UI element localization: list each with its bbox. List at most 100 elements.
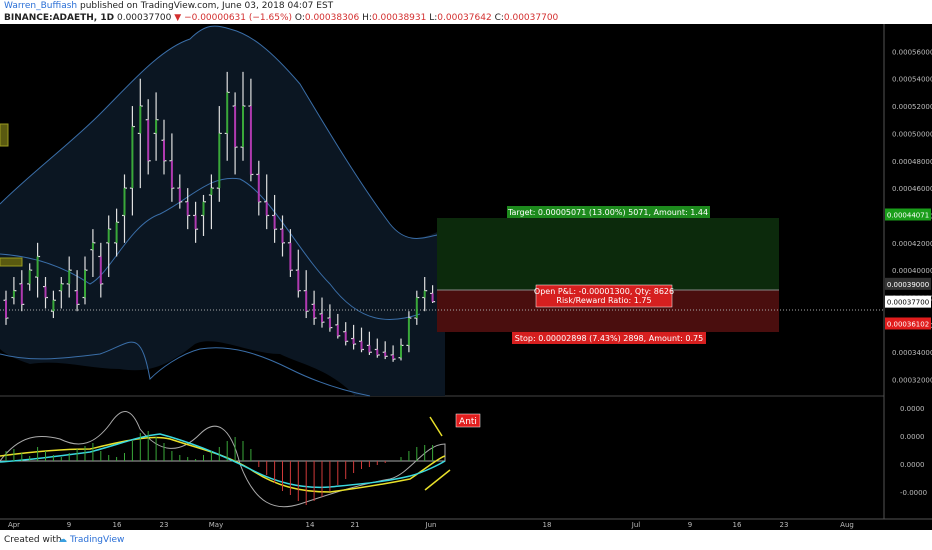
candle xyxy=(232,92,238,175)
pnl-label: Open P&L: -0.00001300, Qty: 8626 xyxy=(534,287,674,296)
candle xyxy=(82,256,88,305)
price-tick-label: 0.00042000 xyxy=(892,240,932,248)
time-tick-label: 9 xyxy=(67,521,71,529)
candle xyxy=(208,174,214,230)
time-tick-label: May xyxy=(209,521,223,529)
time-tick-label: Apr xyxy=(8,521,20,529)
high-value: 0.00038931 xyxy=(371,13,427,23)
publish-header: Warren_Buffiash published on TradingView… xyxy=(0,0,932,24)
time-tick-label: 23 xyxy=(160,521,169,529)
low-label: L: xyxy=(429,13,438,23)
oscillator-tick-label: 0.0000 xyxy=(900,405,925,413)
candle xyxy=(430,285,436,303)
price-tag-label: 0.00037700 xyxy=(887,299,929,307)
target-label-box: Target: 0.00005071 (13.00%) 5071, Amount… xyxy=(507,206,710,218)
bollinger-upper-line xyxy=(0,25,446,239)
tradingview-cloud-icon: ☁ xyxy=(58,535,67,545)
candle xyxy=(185,188,191,230)
close-label: C: xyxy=(494,13,504,23)
high-label: H: xyxy=(362,13,372,23)
candle xyxy=(74,270,80,312)
stop-label-box: Stop: 0.00002898 (7.43%) 2898, Amount: 0… xyxy=(512,332,706,344)
candle xyxy=(335,313,341,339)
oscillator-tick-label: -0.0000 xyxy=(900,489,927,497)
candle xyxy=(114,208,120,257)
created-with-text: Created with xyxy=(4,535,62,545)
pnl-label-box: Open P&L: -0.00001300, Qty: 8626 Risk/Re… xyxy=(534,284,674,308)
candle xyxy=(122,174,127,243)
candle xyxy=(19,270,25,312)
bollinger-middle-line xyxy=(0,177,421,320)
candle xyxy=(398,338,404,361)
candle xyxy=(201,194,206,236)
candle xyxy=(287,229,293,278)
close-value: 0.00037700 xyxy=(503,13,559,23)
price-tick-label: 0.00056000 xyxy=(892,48,932,56)
anti-annotation: Anti xyxy=(459,417,477,427)
candle xyxy=(319,297,325,328)
price-tick-label: 0.00032000 xyxy=(892,377,932,385)
price-candles xyxy=(3,71,436,362)
candle xyxy=(414,290,420,325)
candle xyxy=(193,201,199,243)
time-tick-label: 21 xyxy=(351,521,360,529)
low-value: 0.00037642 xyxy=(437,13,492,23)
price-tick-label: 0.00050000 xyxy=(892,130,932,138)
candle xyxy=(216,106,222,202)
candle xyxy=(66,256,72,298)
price-tag xyxy=(885,277,931,290)
publish-info: published on TradingView.com, June 03, 2… xyxy=(80,1,334,11)
time-axis[interactable]: Apr 9 16 23 May 14 21 Jun 18 Jul 9 16 23 Aug xyxy=(8,521,854,529)
candle xyxy=(272,194,278,243)
candle xyxy=(3,290,9,325)
price-tick-label: 0.00052000 xyxy=(892,103,932,111)
candle xyxy=(406,311,412,353)
candle xyxy=(248,78,254,182)
price-change: −0.00000631 (−1.65%) xyxy=(184,13,293,23)
author-link[interactable]: Warren_Buffiash xyxy=(4,1,78,11)
tradingview-link[interactable]: TradingView xyxy=(70,535,125,545)
candle xyxy=(161,119,167,175)
target-zone[interactable] xyxy=(437,218,779,290)
candle xyxy=(35,242,41,298)
price-tick-label: 0.00046000 xyxy=(892,185,932,193)
candle xyxy=(366,331,372,355)
candle xyxy=(374,338,380,358)
candle xyxy=(256,160,262,216)
open-label: O: xyxy=(294,13,305,23)
candle xyxy=(43,277,48,309)
chart-canvas[interactable]: Target: 0.00005071 (13.00%) 5071, Amount… xyxy=(0,24,932,530)
oscillator-tick-label: 0.0000 xyxy=(900,461,925,469)
price-tag-label: 0.00044071 xyxy=(887,211,929,219)
price-tags: 0.00044071 0.00039000 0.00037700 0.00036102 xyxy=(885,208,931,330)
candle xyxy=(98,242,104,298)
price-tick-label: 0.00040000 xyxy=(892,267,932,275)
candle xyxy=(359,327,364,353)
candle xyxy=(169,133,175,202)
candle xyxy=(240,71,246,161)
candle xyxy=(311,290,317,325)
candle xyxy=(224,71,230,161)
time-tick-label: Aug xyxy=(840,521,854,529)
candle xyxy=(27,263,33,291)
candle xyxy=(280,215,285,257)
candle xyxy=(106,215,112,278)
candle xyxy=(177,174,183,209)
time-tick-label: 23 xyxy=(780,521,789,529)
price-tag xyxy=(885,317,931,330)
oscillator-tick-label: 0.0000 xyxy=(900,433,925,441)
bollinger-band-fill xyxy=(0,26,445,397)
oscillator-axis: 0.0000 0.0000 0.0000 -0.0000 xyxy=(900,405,927,497)
candle xyxy=(50,290,56,319)
price-tick-label: 0.00054000 xyxy=(892,76,932,84)
price-tick-label: 0.00048000 xyxy=(892,158,932,166)
time-tick-label: 18 xyxy=(543,521,552,529)
candle xyxy=(90,229,96,278)
candle xyxy=(153,92,159,161)
oscillator-pane: Anti xyxy=(0,411,481,508)
candle xyxy=(264,174,270,230)
stop-label: Stop: 0.00002898 (7.43%) 2898, Amount: 0… xyxy=(515,334,703,343)
target-label: Target: 0.00005071 (13.00%) 5071, Amount… xyxy=(507,208,708,217)
candle xyxy=(137,78,143,189)
